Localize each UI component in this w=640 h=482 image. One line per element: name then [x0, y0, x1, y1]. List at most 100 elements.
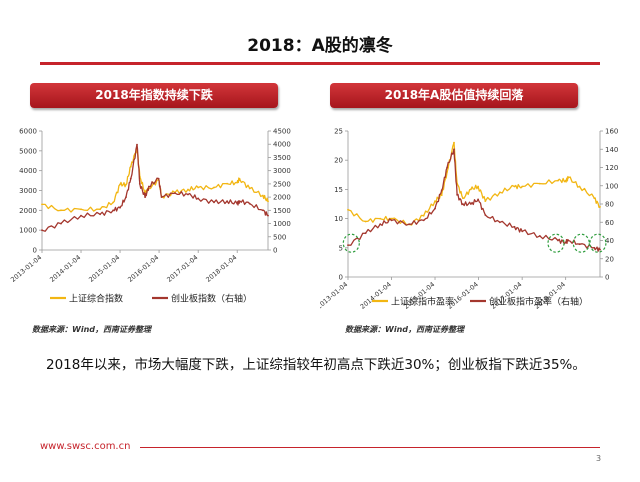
series-1-point: [521, 185, 524, 188]
right-y-tick-label: 40: [605, 237, 614, 245]
series-2-point: [238, 200, 241, 202]
legend-label-1: 上证综合指数: [69, 293, 123, 305]
series-1-point: [462, 197, 464, 200]
series-2-point: [446, 166, 448, 169]
right-y-tick-label: 120: [605, 164, 618, 172]
series-2-point: [379, 223, 382, 225]
series-2-point: [538, 235, 541, 237]
right-chart-source: 数据来源：Wind，西南证券整理: [345, 325, 464, 334]
series-1-point: [41, 203, 43, 206]
series-2-point: [262, 209, 264, 212]
highlight-circle: [572, 233, 590, 253]
left-y-tick-label: 1000: [19, 227, 37, 235]
right-y-tick-label: 60: [605, 219, 614, 227]
legend-label-1: 上证综指市盈率: [391, 296, 454, 308]
series-1-point: [499, 191, 501, 194]
index-chart: 0 1000 2000 3000 4000 5000 6000 0 500 1000 1500 200…: [10, 128, 291, 305]
series-1-point: [129, 165, 132, 168]
series-2-point: [236, 202, 239, 205]
series-2-point: [138, 183, 141, 185]
series-1-point: [513, 185, 516, 188]
series-2-point: [564, 241, 567, 244]
right-y-tick-label: 140: [605, 146, 618, 154]
series-2-point: [213, 201, 215, 204]
legend-label-2: 创业板指数（右轴）: [171, 293, 252, 305]
left-y-tick-label: 15: [334, 186, 343, 194]
series-2-point: [408, 223, 411, 225]
series-line-2: [41, 144, 269, 232]
series-2-point: [456, 194, 458, 196]
left-y-tick-label: 5000: [19, 147, 37, 155]
x-tick-label: 2017-01-04: [165, 253, 199, 283]
series-2-point: [187, 193, 189, 196]
series-2-point: [462, 203, 464, 205]
series-2-point: [593, 246, 596, 249]
series-2-point: [112, 209, 115, 212]
left-chart-source: 数据来源：Wind，西南证券整理: [32, 325, 151, 334]
series-2-point: [422, 219, 425, 222]
series-2-point: [136, 143, 138, 146]
series-2-point: [364, 232, 367, 235]
series-1-point: [60, 209, 62, 212]
series-1-point: [593, 197, 596, 200]
right-y-tick-label: 500: [273, 233, 286, 241]
series-1-point: [484, 200, 487, 202]
series-1-point: [80, 208, 82, 211]
series-2-point: [41, 229, 43, 232]
series-1-point: [112, 201, 115, 204]
x-tick-label: 2015-01-04: [87, 253, 121, 283]
right-y-tick-label: 3500: [273, 154, 291, 162]
series-2-point: [347, 244, 349, 246]
series-2-point: [144, 196, 147, 198]
series-2-point: [453, 148, 455, 151]
x-tick-label: 2013-01-04: [320, 280, 349, 310]
valuation-chart: 0 5 10 15 20 25 0 20 40 60 80 100 120 140 160 2013-01-0…: [320, 128, 618, 311]
series-1-point: [236, 181, 239, 184]
series-1-point: [262, 194, 264, 197]
legend-label-2: 创业板指市盈率（右轴）: [489, 296, 588, 308]
series-2-point: [160, 196, 163, 198]
series-2-point: [470, 203, 472, 205]
series-2-point: [513, 225, 516, 228]
right-chart-banner: 2018年A股估值持续回落: [330, 83, 578, 108]
series-2-point: [567, 239, 570, 242]
series-2-point: [125, 196, 127, 198]
series-1-point: [119, 183, 121, 186]
series-2-point: [267, 214, 269, 217]
series-2-point: [60, 222, 62, 225]
right-y-tick-label: 3000: [273, 167, 291, 175]
series-2-point: [484, 214, 487, 216]
series-2-point: [557, 239, 559, 242]
highlight-circle: [589, 233, 607, 253]
series-1-point: [125, 183, 127, 186]
series-1-point: [197, 186, 200, 189]
website-url[interactable]: www.swsc.com.cn: [40, 441, 131, 452]
series-1-point: [213, 186, 215, 189]
series-1-point: [364, 220, 367, 223]
series-2-point: [477, 198, 479, 201]
series-1-point: [477, 185, 479, 188]
series-1-point: [453, 141, 455, 144]
left-y-tick-label: 20: [334, 157, 343, 165]
series-1-point: [422, 214, 425, 217]
right-y-tick-label: 4500: [273, 128, 291, 136]
highlight-circle: [547, 233, 565, 253]
left-y-tick-label: 0: [339, 274, 343, 282]
series-2-point: [434, 207, 436, 210]
series-2-point: [99, 213, 101, 216]
right-y-tick-label: 80: [605, 201, 614, 209]
series-line-1: [42, 146, 269, 213]
page-number: 3: [596, 454, 602, 463]
right-y-tick-label: 100: [605, 182, 618, 190]
x-tick-label: 2014-01-04: [48, 253, 82, 283]
series-2-point: [197, 197, 200, 200]
right-y-tick-label: 2500: [273, 180, 291, 188]
right-y-tick-label: 1000: [273, 220, 291, 228]
left-y-tick-label: 0: [33, 247, 37, 255]
series-2-point: [148, 185, 150, 188]
series-2-point: [80, 214, 82, 217]
left-y-tick-label: 3000: [19, 187, 37, 195]
right-y-tick-label: 0: [605, 274, 609, 282]
right-y-tick-label: 20: [605, 255, 614, 263]
series-1-point: [347, 208, 349, 211]
